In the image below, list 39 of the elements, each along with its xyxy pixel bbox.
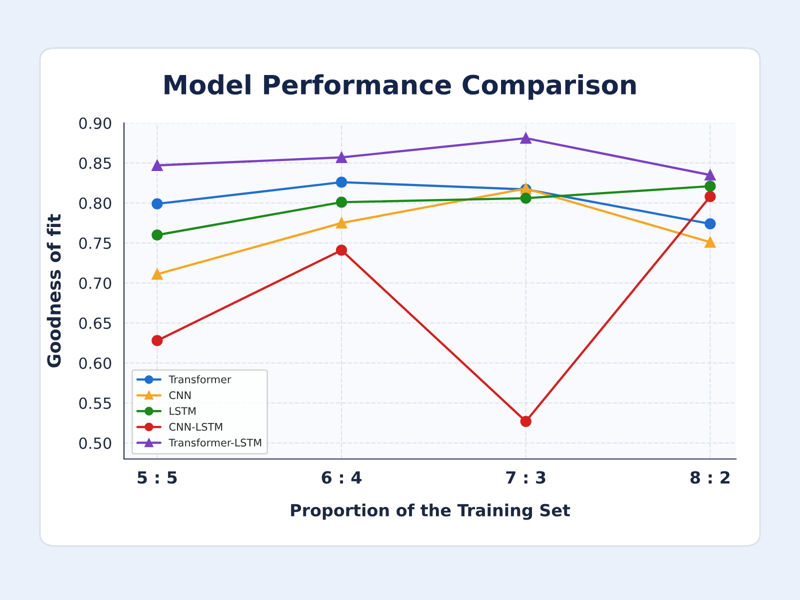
legend-label: CNN-LSTM xyxy=(169,422,222,431)
legend-label: Transformer xyxy=(168,375,232,384)
y-axis-title: Goodness of fit xyxy=(46,214,61,368)
point xyxy=(704,169,716,181)
x-tick-label: 5 : 5 xyxy=(138,471,177,484)
x-tick-label: 7 : 3 xyxy=(506,471,546,484)
y-tick-label: 0.85 xyxy=(79,157,111,170)
legend-label: Transformer-LSTM xyxy=(168,438,262,447)
y-tick-label: 0.65 xyxy=(79,317,111,330)
point xyxy=(704,218,716,230)
point xyxy=(152,160,163,171)
x-axis-title: Proportion of the Training Set xyxy=(291,504,570,520)
point xyxy=(704,236,716,248)
point xyxy=(336,152,348,163)
y-tick-label: 0.90 xyxy=(79,117,112,130)
point xyxy=(520,192,532,204)
point xyxy=(336,217,348,229)
y-tick-label: 0.50 xyxy=(79,437,112,450)
point xyxy=(152,229,163,241)
legend-label: LSTM xyxy=(170,407,196,415)
x-tick-label: 6 : 4 xyxy=(322,471,362,484)
y-tick-label: 0.70 xyxy=(79,277,112,290)
point xyxy=(152,335,163,346)
legend-label: CNN xyxy=(169,391,191,400)
point xyxy=(520,132,532,144)
y-tick-label: 0.55 xyxy=(79,397,111,410)
y-tick-label: 0.75 xyxy=(79,237,111,250)
point xyxy=(704,180,716,192)
point xyxy=(336,244,348,256)
chart-title: Model Performance Comparison xyxy=(164,74,636,100)
point xyxy=(336,176,348,188)
y-tick-label: 0.80 xyxy=(79,197,112,210)
point xyxy=(336,196,348,208)
x-tick-label: 8 : 2 xyxy=(690,471,730,484)
point xyxy=(520,416,532,427)
y-tick-label: 0.60 xyxy=(79,357,112,370)
point xyxy=(152,198,163,210)
point xyxy=(152,268,163,280)
point xyxy=(704,191,716,202)
